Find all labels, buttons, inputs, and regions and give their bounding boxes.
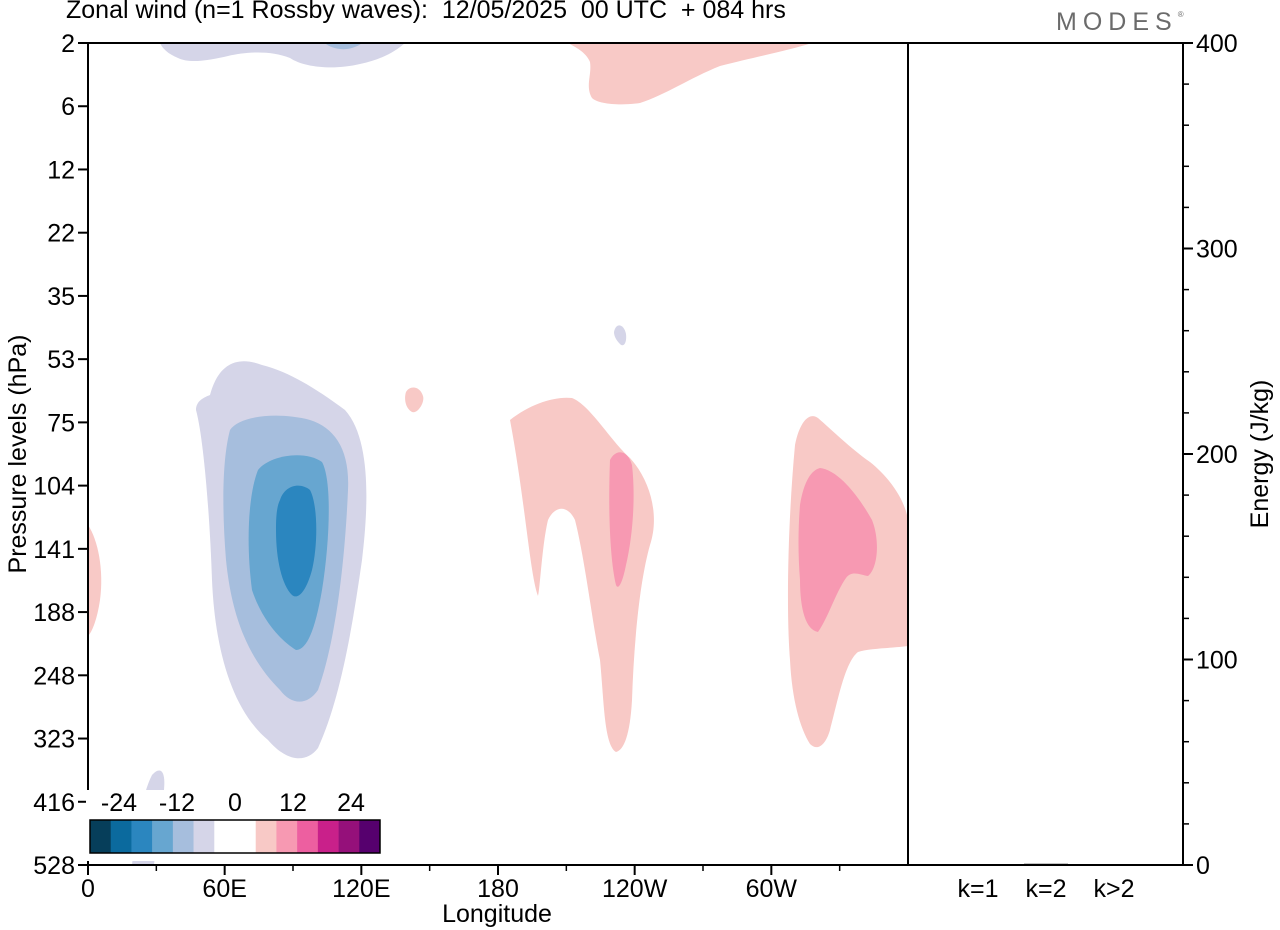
energy-category-label: k>2 (1093, 875, 1134, 903)
y-tick-label: 75 (47, 409, 75, 437)
colorbar-swatch (193, 820, 215, 853)
energy-category-label: k=2 (1025, 875, 1066, 903)
colorbar-swatch (90, 820, 112, 853)
colorbar: -24 -12 0 12 24 (86, 789, 384, 861)
energy-tick-label: 100 (1196, 647, 1238, 675)
colorbar-swatch (172, 820, 194, 853)
colorbar-swatch (235, 820, 257, 853)
chart-title: Zonal wind (n=1 Rossby waves): 12/05/202… (66, 0, 786, 24)
y-tick-label: 53 (47, 346, 75, 374)
colorbar-swatch (152, 820, 174, 853)
y-tick-label: 188 (33, 599, 75, 627)
contour-field (88, 43, 908, 865)
y-tick-label: 6 (61, 93, 75, 121)
energy-tick-label: 400 (1196, 30, 1238, 58)
contour-pos-mid-inner (609, 452, 634, 587)
x-tick-label: 0 (81, 875, 95, 903)
energy-tick-label: 300 (1196, 236, 1238, 264)
contour-neg-small (614, 325, 627, 346)
colorbar-tick-label: 24 (337, 789, 365, 817)
colorbar-swatch (276, 820, 298, 853)
energy-bar-chart: 0 100 200 300 400 k=1 k=2 k>2 (956, 30, 1238, 903)
y-tick-label: 141 (33, 536, 75, 564)
contour-pos-right-inner (798, 468, 877, 632)
y-axis-label: Pressure levels (hPa) (4, 335, 32, 574)
colorbar-tick-label: -24 (101, 789, 137, 817)
y-tick-label: 104 (33, 473, 75, 501)
x-tick-label: 60E (202, 875, 246, 903)
contour-neg-top (160, 43, 405, 68)
contour-pos-top (568, 43, 812, 105)
brand-registered-mark: ® (1177, 10, 1184, 19)
colorbar-swatch (110, 820, 132, 853)
contour-pos-small (405, 387, 424, 413)
x-tick-label: 60W (746, 875, 798, 903)
colorbar-outline (89, 819, 381, 854)
y-tick-label: 12 (47, 156, 75, 184)
y-tick-label: 2 (61, 30, 75, 58)
y-axis-left: 2 6 12 22 35 53 75 104 141 188 248 323 416 528 (33, 30, 88, 880)
y-tick-label: 416 (33, 789, 75, 817)
x-tick-label: 120W (602, 875, 668, 903)
x-tick-label: 120E (332, 875, 390, 903)
colorbar-swatch (297, 820, 319, 853)
y-tick-label: 528 (33, 852, 75, 880)
colorbar-swatch (317, 820, 339, 853)
y-tick-label: 323 (33, 726, 75, 754)
y-tick-label: 35 (47, 283, 75, 311)
colorbar-swatch (338, 820, 360, 853)
colorbar-tick-label: 0 (228, 789, 242, 817)
y-tick-label: 248 (33, 662, 75, 690)
energy-category-label: k=1 (957, 875, 998, 903)
contour-pos-mid (510, 397, 654, 752)
colorbar-tick-label: -12 (159, 789, 195, 817)
energy-bar (1092, 864, 1136, 866)
x-axis-label: Longitude (442, 900, 552, 928)
brand-logo: MODES® (1056, 8, 1184, 37)
x-axis: 0 60E 120E 180 120W 60W (81, 865, 841, 903)
energy-tick-label: 200 (1196, 441, 1238, 469)
colorbar-swatch (359, 820, 381, 853)
colorbar-swatch (255, 820, 277, 853)
energy-bar (956, 864, 1000, 866)
contour-neg-4 (276, 485, 317, 597)
brand-name: MODES (1056, 8, 1178, 36)
y-tick-label: 22 (47, 220, 75, 248)
x-tick-label: 180 (477, 875, 519, 903)
energy-panel-frame (907, 42, 1184, 866)
colorbar-swatch (214, 820, 236, 853)
contour-neg-top-inner (325, 43, 362, 50)
colorbar-tick-label: 12 (279, 789, 307, 817)
energy-bar (1024, 863, 1068, 866)
energy-axis-label: Energy (J/kg) (1246, 380, 1274, 529)
energy-tick-label: 0 (1196, 852, 1210, 880)
colorbar-swatch (131, 820, 153, 853)
contour-pos-edge (88, 525, 102, 636)
